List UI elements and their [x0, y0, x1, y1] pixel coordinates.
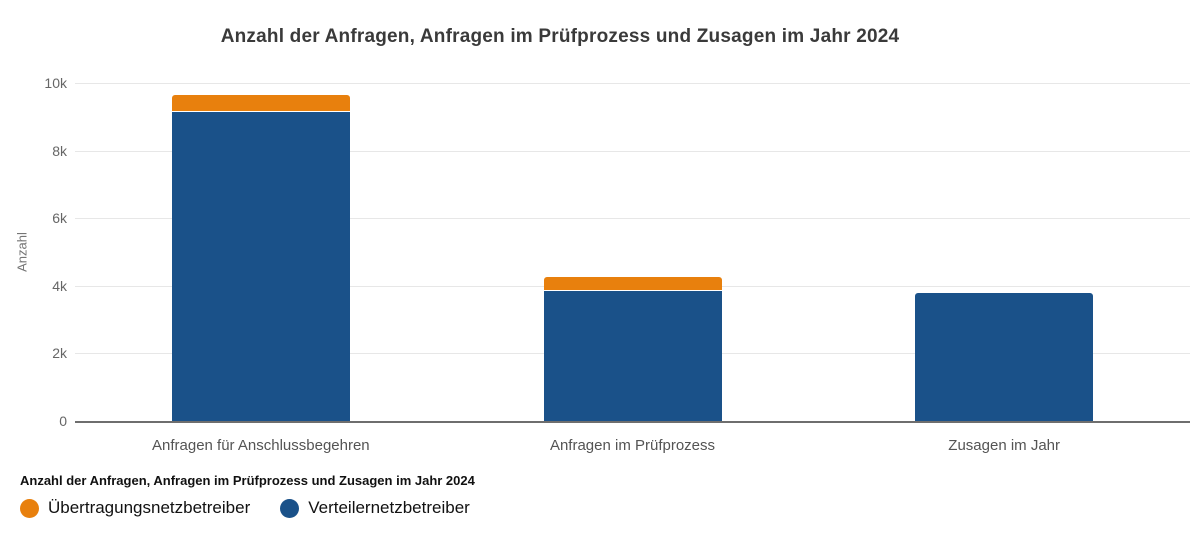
gridline-8k	[75, 150, 1190, 152]
y-tick-label-4k: 4k	[52, 277, 67, 294]
bar-segment-verteilernetzbetreiber-2[interactable]	[915, 292, 1094, 421]
legend-swatch-circle-icon	[20, 498, 39, 518]
legend-items: Übertragungsnetzbetreiber Verteilernetzbe…	[20, 498, 475, 518]
y-tick-label-10k: 10k	[44, 75, 67, 91]
y-tick-label-8k: 8k	[52, 142, 67, 159]
legend-swatch-circle-icon	[280, 498, 300, 518]
legend-item-1[interactable]: Verteilernetzbetreiber	[280, 498, 470, 518]
y-axis-title: Anzahl	[14, 232, 30, 272]
legend: Anzahl der Anfragen, Anfragen im Prüfpro…	[20, 473, 475, 518]
bar-segment-übertragungsnetzbetreiber-0[interactable]	[171, 94, 350, 112]
y-tick-label-6k: 6k	[52, 210, 67, 227]
y-tick-label-2k: 2k	[52, 345, 67, 362]
chart-title: Anzahl der Anfragen, Anfragen im Prüfpro…	[220, 26, 900, 47]
legend-item-label: Übertragungsnetzbetreiber	[48, 498, 251, 517]
x-category-label-1: Anfragen im Prüfprozess	[549, 437, 716, 454]
x-category-label-0: Anfragen für Anschlussbegehren	[152, 437, 370, 454]
bar-segment-übertragungsnetzbetreiber-1[interactable]	[543, 277, 722, 291]
x-axis-line	[75, 421, 1190, 423]
legend-title: Anzahl der Anfragen, Anfragen im Prüfpro…	[20, 473, 475, 488]
bar-segment-verteilernetzbetreiber-1[interactable]	[543, 290, 722, 421]
legend-item-0[interactable]: Übertragungsnetzbetreiber	[20, 498, 250, 518]
y-tick-label-0: 0	[59, 413, 67, 429]
x-category-label-2: Zusagen im Jahr	[948, 437, 1061, 454]
gridline-6k	[75, 218, 1190, 220]
bar-segment-verteilernetzbetreiber-0[interactable]	[171, 111, 350, 421]
legend-item-label: Verteilernetzbetreiber	[308, 498, 470, 517]
gridline-10k	[75, 83, 1190, 84]
